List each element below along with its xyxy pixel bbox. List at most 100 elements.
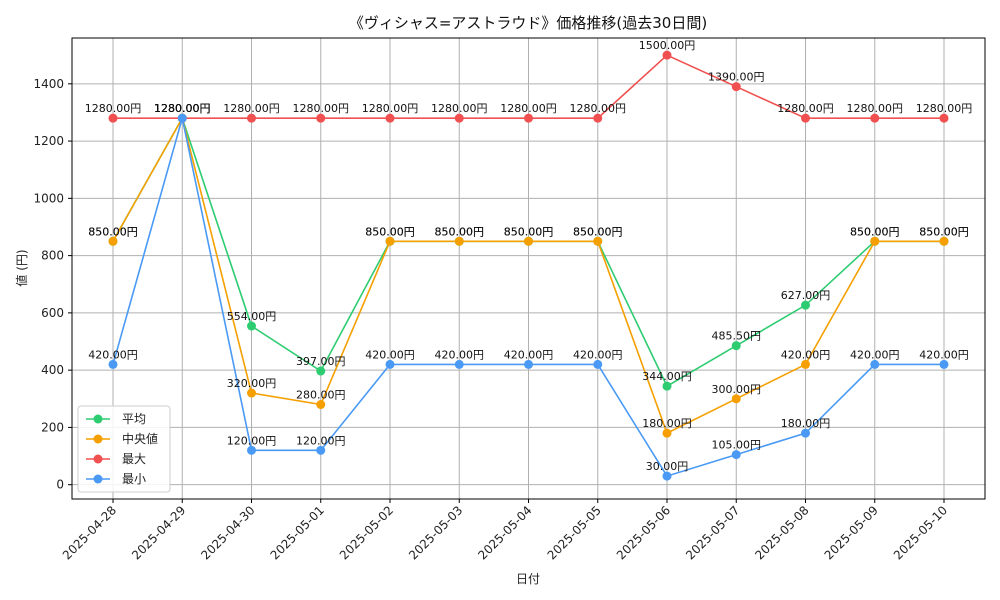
data-label: 1280.00円: [154, 102, 211, 115]
data-point: [870, 236, 880, 246]
data-point: [524, 236, 533, 246]
data-label: 1280.00円: [777, 102, 834, 115]
legend-entry-label: 最大: [122, 452, 146, 466]
legend-entry-label: 平均: [122, 412, 146, 426]
data-label: 420.00円: [365, 348, 415, 361]
data-point: [108, 236, 118, 246]
data-label: 850.00円: [88, 225, 138, 238]
legend-entry-label: 中央値: [122, 431, 158, 446]
legend-swatch-marker: [93, 474, 103, 484]
data-label: 420.00円: [781, 348, 831, 361]
data-label: 1280.00円: [223, 102, 280, 115]
data-label: 180.00円: [642, 417, 692, 430]
data-point: [662, 471, 672, 481]
data-label: 1280.00円: [293, 102, 350, 115]
data-label: 1280.00円: [500, 102, 557, 115]
data-label: 420.00円: [573, 348, 623, 361]
y-tick-label: 400: [41, 363, 64, 377]
legend-swatch-marker: [93, 434, 103, 444]
data-point: [870, 359, 880, 369]
data-point: [662, 50, 672, 60]
data-point: [939, 113, 949, 123]
data-point: [731, 82, 741, 92]
y-tick-label: 200: [41, 420, 64, 434]
data-point: [731, 341, 741, 351]
data-label: 850.00円: [435, 225, 485, 238]
data-label: 1280.00円: [154, 102, 211, 115]
data-point: [870, 113, 880, 123]
data-label: 850.00円: [365, 225, 415, 238]
data-label: 1280.00円: [570, 102, 627, 115]
data-label: 320.00円: [227, 377, 277, 390]
data-point: [316, 400, 326, 410]
data-point: [662, 428, 672, 438]
data-label: 1280.00円: [362, 102, 419, 115]
data-point: [524, 113, 533, 123]
data-point: [731, 450, 741, 460]
data-point: [316, 366, 326, 376]
y-tick-label: 800: [41, 249, 64, 263]
data-point: [108, 359, 118, 369]
data-label: 850.00円: [850, 225, 900, 238]
legend-box: [77, 405, 171, 493]
data-point: [454, 113, 464, 123]
series-group: [108, 50, 949, 481]
data-label: 1280.00円: [154, 102, 211, 115]
data-label: 1280.00円: [847, 102, 904, 115]
data-label: 1280.00円: [916, 102, 973, 115]
data-label: 1280.00円: [85, 102, 142, 115]
data-point: [316, 113, 326, 123]
data-label: 105.00円: [712, 439, 762, 452]
data-point: [247, 321, 256, 331]
data-label: 180.00円: [781, 417, 831, 430]
data-label: 850.00円: [504, 225, 554, 238]
data-label: 627.00円: [781, 289, 831, 302]
data-label: 485.50円: [712, 330, 762, 343]
data-point: [385, 236, 395, 246]
data-label: 420.00円: [88, 348, 138, 361]
data-label: 344.00円: [642, 370, 692, 383]
data-label: 1280.00円: [431, 102, 488, 115]
data-label: 850.00円: [88, 225, 138, 238]
data-label: 280.00円: [296, 389, 346, 402]
data-labels: 850.00円 1280.00円 554.00円 397.00円 850.00円 850.…: [85, 39, 973, 473]
x-axis-title: 日付: [516, 572, 540, 586]
data-point: [247, 445, 256, 455]
data-point: [316, 445, 326, 455]
data-label: 554.00円: [227, 310, 277, 323]
data-label: 850.00円: [573, 225, 623, 238]
data-point: [939, 236, 949, 246]
data-point: [939, 359, 949, 369]
data-label: 420.00円: [435, 348, 485, 361]
data-label: 1500.00円: [639, 39, 696, 52]
data-label: 30.00円: [646, 460, 689, 473]
data-label: 300.00円: [712, 383, 762, 396]
data-point: [247, 388, 256, 398]
data-label: 120.00円: [296, 434, 346, 447]
data-point: [385, 113, 395, 123]
data-point: [385, 359, 395, 369]
legend-swatch-marker: [93, 454, 103, 464]
y-tick-label: 600: [41, 306, 64, 320]
chart-title: 《ヴィシャス=アストラウド》価格推移(過去30日間): [349, 14, 707, 32]
y-tick-label: 0: [56, 478, 64, 492]
data-point: [108, 113, 118, 123]
data-point: [247, 113, 256, 123]
data-label: 850.00円: [573, 225, 623, 238]
data-label: 1280.00円: [154, 102, 211, 115]
data-label: 420.00円: [850, 348, 900, 361]
data-label: 120.00円: [227, 434, 277, 447]
data-point: [801, 300, 810, 310]
data-label: 850.00円: [919, 225, 969, 238]
data-point: [593, 236, 603, 246]
data-point: [731, 394, 741, 404]
data-point: [801, 113, 810, 123]
data-point: [593, 113, 603, 123]
data-label: 850.00円: [504, 225, 554, 238]
data-label: 1390.00円: [708, 71, 765, 84]
data-point: [524, 359, 533, 369]
data-label: 850.00円: [365, 225, 415, 238]
